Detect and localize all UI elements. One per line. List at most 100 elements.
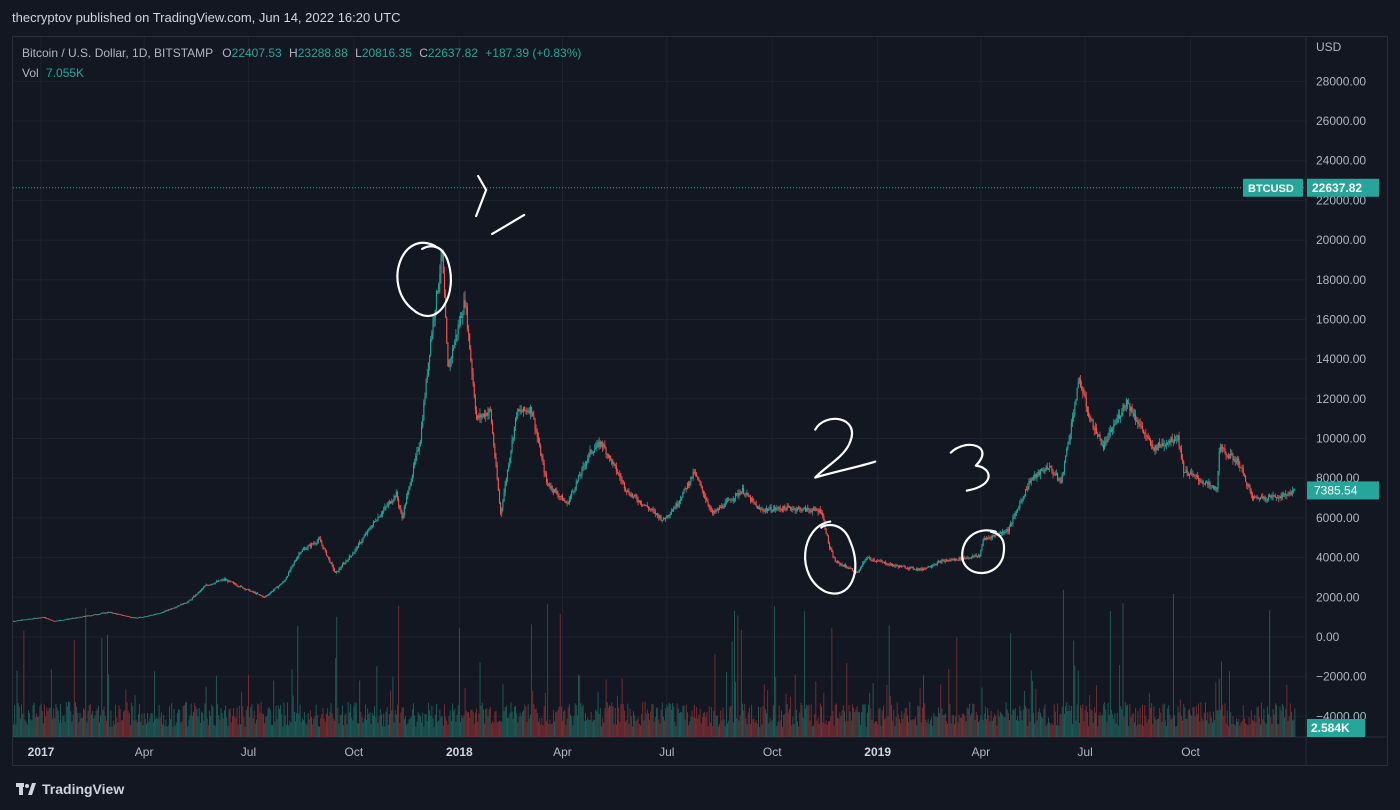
candle-body [573, 490, 575, 492]
volume-bar [949, 703, 951, 737]
volume-bar [548, 723, 550, 737]
candle-body [443, 273, 446, 297]
volume-bar [1270, 716, 1272, 737]
candle-body [579, 475, 581, 477]
candle-body [1080, 379, 1082, 387]
candle-body [796, 507, 799, 510]
volume-bar [1184, 707, 1186, 737]
candle-body [1254, 496, 1256, 498]
candle-body [888, 563, 890, 565]
candle-body [582, 465, 584, 468]
candle-body [438, 283, 440, 292]
candle-body [85, 616, 87, 618]
candle-body [718, 507, 721, 510]
candle-body [670, 511, 672, 514]
candle-body [876, 560, 878, 562]
volume-bar [218, 715, 220, 737]
candle-body [913, 569, 915, 570]
volume-bar [744, 703, 746, 737]
candle-body [629, 494, 631, 497]
candle-body [879, 560, 881, 562]
candle-body [46, 618, 48, 620]
candle-body [62, 620, 64, 621]
top-bar: thecryptov published on TradingView.com,… [0, 0, 1400, 36]
candle-body [1105, 440, 1107, 443]
candle-body [233, 582, 235, 584]
candle-body [451, 348, 454, 358]
volume-bar [1065, 705, 1067, 737]
candle-body [408, 486, 410, 492]
volume-bar [564, 709, 566, 737]
candle-body [39, 617, 41, 619]
volume-bar [1137, 710, 1139, 737]
volume-bar [750, 723, 751, 737]
open-value: 22407.53 [231, 46, 282, 60]
candle-body [304, 548, 306, 550]
volume-bar [684, 719, 686, 737]
volume-bar [460, 721, 461, 737]
volume-bar [1257, 706, 1259, 737]
volume-bar [342, 705, 343, 737]
volume-bar [614, 708, 616, 737]
volume-bar [185, 702, 186, 737]
volume-bar [478, 713, 480, 737]
volume-bar [707, 726, 709, 737]
volume-bar [416, 721, 418, 737]
candle-body [25, 619, 27, 621]
candle-body [1155, 445, 1157, 450]
candle-body [866, 557, 868, 559]
volume-bar [542, 725, 544, 737]
candle-body [1065, 455, 1067, 463]
volume-row: Vol 7.055K [22, 63, 581, 83]
candle-body [432, 320, 434, 334]
volume-bar [838, 718, 840, 737]
volume-bar [347, 702, 349, 737]
volume-bar [727, 723, 729, 737]
candle-body [1143, 429, 1145, 434]
candle-body [1273, 495, 1275, 497]
candle-body [22, 619, 24, 621]
volume-bar [738, 720, 740, 737]
volume-bar [590, 711, 592, 737]
volume-bar [462, 717, 464, 737]
volume-bar [946, 721, 947, 737]
candle-body [908, 568, 910, 569]
volume-bar [613, 723, 615, 737]
volume-bar [691, 710, 693, 737]
volume-bar [1115, 723, 1117, 737]
candle-body [463, 300, 465, 315]
volume-bar [1249, 723, 1251, 737]
candle-body [791, 508, 793, 510]
candle-body [678, 500, 680, 505]
candle-body [628, 491, 630, 495]
volume-bar [826, 724, 828, 737]
price-tick-label: 4000.00 [1316, 551, 1360, 565]
symbol-label[interactable]: Bitcoin / U.S. Dollar, 1D, BITSTAMP [22, 46, 213, 60]
footer-brand[interactable]: TradingView [16, 781, 124, 798]
candle-body [826, 533, 828, 536]
candle-body [1217, 471, 1219, 489]
volume-bar [1226, 710, 1228, 737]
volume-bar [1067, 711, 1069, 737]
candle-body [873, 559, 875, 561]
volume-bar [743, 710, 745, 737]
candle-body [1284, 493, 1286, 495]
volume-bar [825, 720, 827, 737]
candle-body [780, 509, 782, 511]
volume-bar [700, 723, 702, 737]
candle-body [1016, 508, 1019, 512]
candle-body [785, 508, 787, 511]
candle-body [911, 566, 913, 568]
volume-bar [792, 716, 794, 737]
volume-bar [972, 703, 974, 737]
candle-body [1097, 433, 1099, 437]
candle-body [1084, 393, 1086, 398]
volume-bar [198, 708, 200, 737]
candle-body [168, 609, 170, 611]
candle-body [1125, 399, 1127, 407]
volume-bar [156, 717, 158, 737]
candle-body [1024, 489, 1027, 496]
volume-bar [1025, 706, 1026, 737]
candle-body [1292, 490, 1294, 493]
